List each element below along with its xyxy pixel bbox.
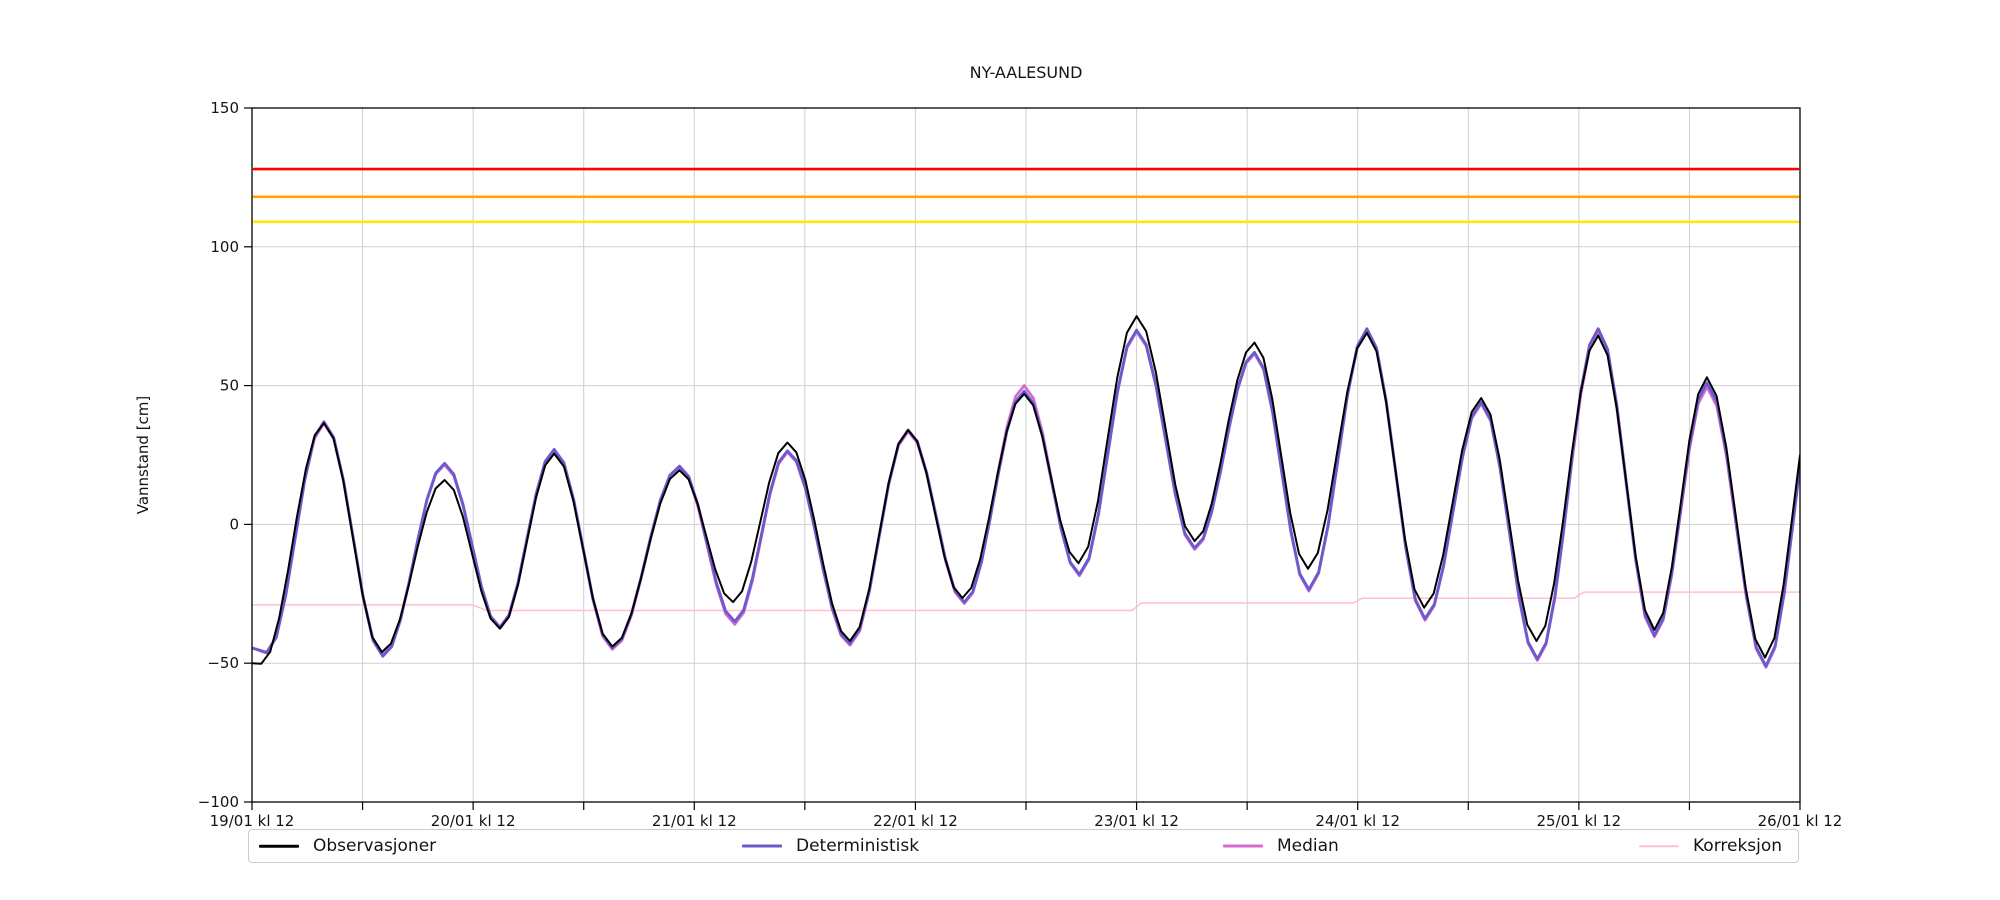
y-tick-label: −100 bbox=[198, 793, 239, 811]
series-line-observasjoner bbox=[252, 315, 1800, 665]
legend-swatch-korreksjon bbox=[1639, 845, 1679, 847]
x-tick-label: 19/01 kl 12 bbox=[210, 812, 295, 830]
x-tick-label: 26/01 kl 12 bbox=[1758, 812, 1843, 830]
legend: Observasjoner Deterministisk Median Korreks… bbox=[248, 829, 1799, 863]
x-tick-label: 20/01 kl 12 bbox=[431, 812, 516, 830]
x-tick-label: 22/01 kl 12 bbox=[873, 812, 958, 830]
axis-ticks: 19/01 kl 12 20/01 kl 12 21/01 kl 12 22/01 k… bbox=[198, 99, 1843, 830]
legend-swatch-observasjoner bbox=[259, 844, 299, 848]
legend-label: Observasjoner bbox=[313, 836, 437, 856]
y-tick-label: 150 bbox=[210, 99, 239, 117]
y-tick-label: 50 bbox=[220, 377, 239, 395]
legend-swatch-deterministisk bbox=[742, 844, 782, 848]
legend-label: Deterministisk bbox=[796, 836, 920, 856]
series-line-korreksjon bbox=[252, 591, 1800, 612]
y-tick-label: 0 bbox=[229, 515, 239, 533]
y-tick-label: −50 bbox=[207, 654, 239, 672]
series-lines bbox=[252, 315, 1800, 669]
grid bbox=[251, 107, 1801, 803]
legend-label: Korreksjon bbox=[1693, 836, 1783, 856]
legend-label: Median bbox=[1277, 836, 1339, 856]
x-tick-label: 25/01 kl 12 bbox=[1536, 812, 1621, 830]
x-tick-label: 21/01 kl 12 bbox=[652, 812, 737, 830]
x-tick-label: 24/01 kl 12 bbox=[1315, 812, 1400, 830]
legend-swatch-median bbox=[1223, 844, 1263, 848]
threshold-lines bbox=[252, 167, 1800, 224]
y-tick-label: 100 bbox=[210, 238, 239, 256]
x-tick-label: 23/01 kl 12 bbox=[1094, 812, 1179, 830]
chart-title: NY-AALESUND bbox=[969, 63, 1083, 82]
